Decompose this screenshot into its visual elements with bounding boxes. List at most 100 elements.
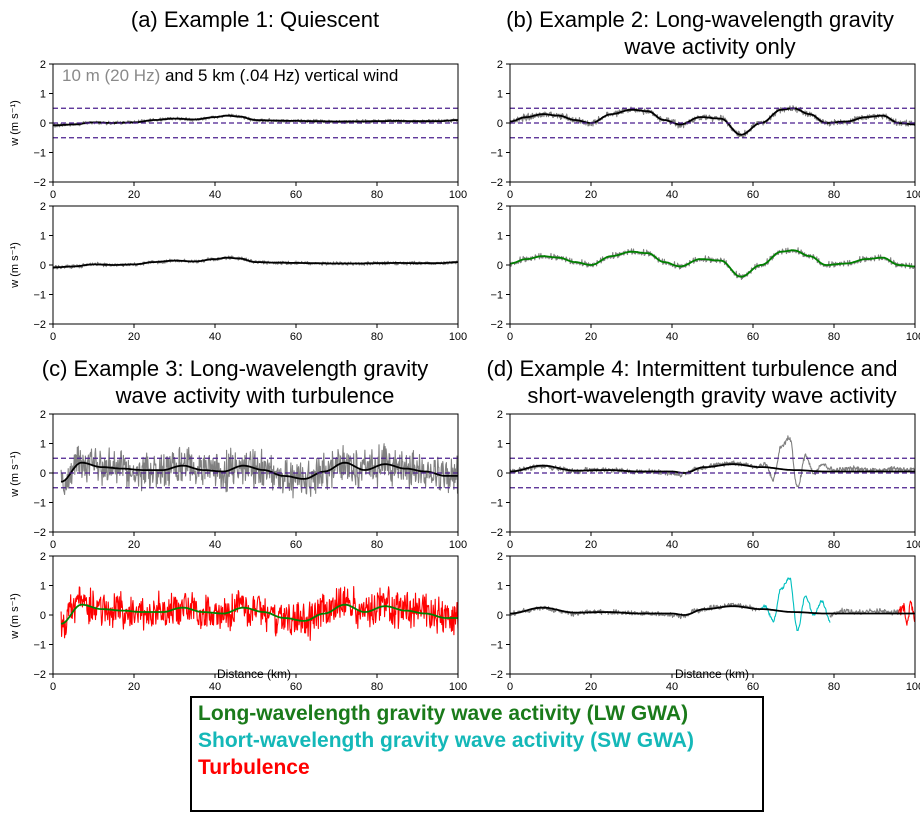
title-d-line1: (d) Example 4: Intermittent turbulence a… xyxy=(487,356,898,381)
plot-area xyxy=(53,443,458,499)
x-tick-label: 80 xyxy=(828,189,840,201)
x-tick-label: 80 xyxy=(371,539,383,551)
x-tick-label: 20 xyxy=(128,189,140,201)
x-tick-label: 60 xyxy=(747,331,759,343)
y-tick-label: −1 xyxy=(33,148,46,160)
y-tick-label: 1 xyxy=(497,581,503,593)
x-tick-label: 100 xyxy=(449,539,467,551)
y-tick-label: 0 xyxy=(40,468,46,480)
y-tick-label: 0 xyxy=(40,118,46,130)
title-b-line1: (b) Example 2: Long-wavelength gravity xyxy=(506,7,894,32)
x-tick-label: 80 xyxy=(828,331,840,343)
x-tick-label: 40 xyxy=(209,539,221,551)
x-tick-label: 100 xyxy=(906,539,920,551)
series-line-noisy xyxy=(510,247,915,280)
y-tick-label: −1 xyxy=(490,498,503,510)
series-line-smooth xyxy=(510,605,915,616)
legend-item-sw-gwa: Short-wavelength gravity wave activity (… xyxy=(198,729,694,752)
y-tick-label: −2 xyxy=(33,319,46,331)
x-tick-label: 0 xyxy=(507,331,513,343)
x-tick-label: 20 xyxy=(128,539,140,551)
y-tick-label: −2 xyxy=(33,527,46,539)
x-tick-label: 60 xyxy=(290,681,302,693)
x-tick-label: 60 xyxy=(290,331,302,343)
x-tick-label: 40 xyxy=(209,189,221,201)
title-b-line2: wave activity only xyxy=(623,34,795,59)
y-tick-label: 2 xyxy=(40,551,46,563)
x-tick-label: 0 xyxy=(507,539,513,551)
y-tick-label: 1 xyxy=(40,231,46,243)
y-tick-label: −2 xyxy=(33,669,46,681)
y-tick-label: −1 xyxy=(33,290,46,302)
y-tick-label: 1 xyxy=(497,439,503,451)
plot-area xyxy=(53,107,458,139)
x-tick-label: 40 xyxy=(209,681,221,693)
ylabel-c-top: w (m s⁻¹) xyxy=(9,451,21,498)
title-a: (a) Example 1: Quiescent xyxy=(131,7,379,32)
x-tick-label: 20 xyxy=(128,331,140,343)
plot-area xyxy=(510,577,915,632)
y-tick-label: −2 xyxy=(490,177,503,189)
x-tick-label: 40 xyxy=(666,189,678,201)
x-tick-label: 80 xyxy=(371,681,383,693)
y-tick-label: −2 xyxy=(33,177,46,189)
title-c-line1: (c) Example 3: Long-wavelength gravity xyxy=(42,356,428,381)
series-line-noisy xyxy=(510,602,762,620)
y-tick-label: −1 xyxy=(490,290,503,302)
legend-item-turbulence: Turbulence xyxy=(198,756,310,779)
x-tick-label: 100 xyxy=(906,681,920,693)
y-tick-label: 0 xyxy=(497,260,503,272)
y-tick-label: −2 xyxy=(490,319,503,331)
y-tick-label: 2 xyxy=(497,551,503,563)
title-c-line2: wave activity with turbulence xyxy=(115,383,395,408)
y-tick-label: 1 xyxy=(40,581,46,593)
y-tick-label: 2 xyxy=(40,201,46,213)
x-tick-label: 0 xyxy=(50,189,56,201)
x-tick-label: 100 xyxy=(449,331,467,343)
series-line-smooth xyxy=(510,463,915,474)
series-line-noisy xyxy=(510,435,915,488)
y-tick-label: −1 xyxy=(33,640,46,652)
y-tick-label: 2 xyxy=(497,409,503,421)
x-tick-label: 40 xyxy=(666,681,678,693)
x-tick-label: 0 xyxy=(50,681,56,693)
y-tick-label: 2 xyxy=(40,59,46,71)
axes-frame xyxy=(509,205,916,325)
x-tick-label: 100 xyxy=(906,331,920,343)
x-tick-label: 60 xyxy=(747,681,759,693)
y-tick-label: 1 xyxy=(497,89,503,101)
y-tick-label: 1 xyxy=(40,439,46,451)
x-tick-label: 0 xyxy=(50,539,56,551)
series-line-smooth xyxy=(53,256,458,269)
legend-box: Long-wavelength gravity wave activity (L… xyxy=(190,696,764,812)
x-tick-label: 20 xyxy=(128,681,140,693)
legend-item-lw-gwa: Long-wavelength gravity wave activity (L… xyxy=(198,702,689,725)
y-tick-label: 1 xyxy=(497,231,503,243)
x-tick-label: 0 xyxy=(507,189,513,201)
x-tick-label: 60 xyxy=(290,539,302,551)
plot-area xyxy=(53,255,458,270)
y-tick-label: 0 xyxy=(40,610,46,622)
x-tick-label: 100 xyxy=(449,681,467,693)
wind-annotation: 10 m (20 Hz) and 5 km (.04 Hz) vertical … xyxy=(62,66,398,85)
x-tick-label: 80 xyxy=(371,331,383,343)
x-tick-label: 40 xyxy=(666,539,678,551)
ylabel-a-top: w (m s⁻¹) xyxy=(9,100,21,147)
y-tick-label: 0 xyxy=(497,610,503,622)
x-tick-label: 40 xyxy=(209,331,221,343)
x-tick-label: 40 xyxy=(666,331,678,343)
plot-area xyxy=(60,586,458,641)
y-tick-label: −1 xyxy=(33,498,46,510)
ylabel-a-bottom: w (m s⁻¹) xyxy=(9,242,21,289)
series-line-smooth xyxy=(60,603,458,625)
y-tick-label: 2 xyxy=(40,409,46,421)
annotation-black: and 5 km (.04 Hz) vertical wind xyxy=(160,66,398,85)
y-tick-label: 2 xyxy=(497,201,503,213)
x-tick-label: 60 xyxy=(290,189,302,201)
